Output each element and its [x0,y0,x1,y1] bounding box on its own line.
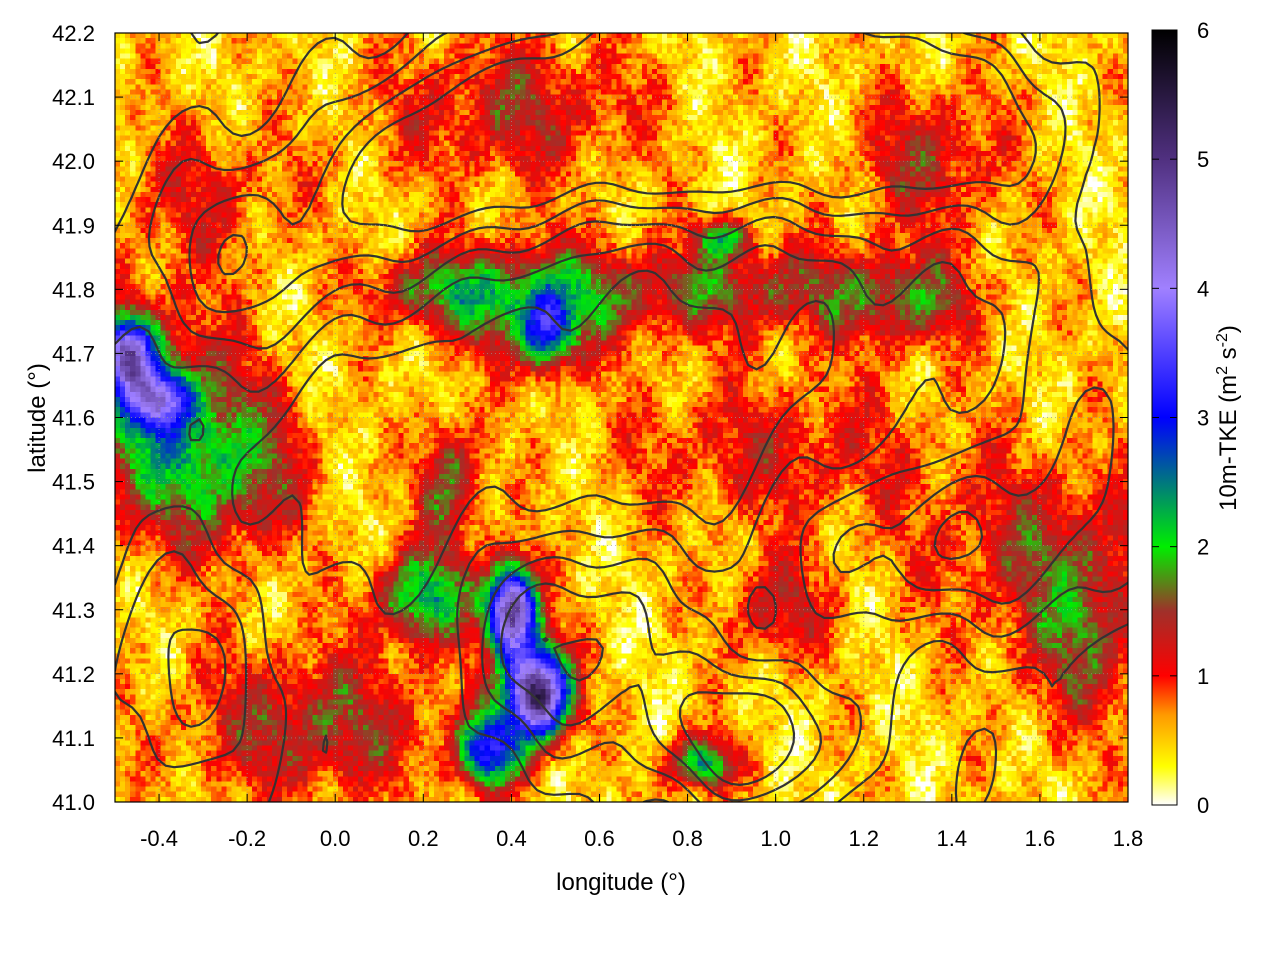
colorbar-tick-label: 0 [1197,793,1209,818]
y-tick-label: 41.6 [52,406,95,431]
contour-line-1 [115,33,1128,802]
x-axis-ticks: -0.4 -0.2 0.0 0.2 0.4 0.6 0.8 1.0 1.2 1.4 1.6 1.8 [140,33,1143,851]
contour-line-2 [115,33,1128,802]
terrain-contours [115,33,1128,802]
y-tick-label: 41.0 [52,790,95,815]
y-tick-label: 42.0 [52,149,95,174]
x-tick-label: -0.2 [228,826,266,851]
y-tick-label: 41.5 [52,470,95,495]
x-tick-label: -0.4 [140,826,178,851]
x-axis-label: longitude (°) [556,869,686,896]
y-tick-label: 42.1 [52,85,95,110]
x-tick-label: 1.2 [848,826,879,851]
x-tick-label: 0.8 [672,826,703,851]
colorbar-tick-label: 2 [1197,535,1209,560]
colorbar-tick-label: 5 [1197,147,1209,172]
x-tick-label: 1.4 [937,826,968,851]
y-tick-label: 41.8 [52,277,95,302]
x-tick-label: 0.2 [408,826,439,851]
contour-line-4 [217,33,1037,786]
y-tick-label: 41.9 [52,213,95,238]
contour-line-0 [188,33,998,802]
colorbar-tick-label: 4 [1197,276,1209,301]
y-tick-label: 41.4 [52,534,95,559]
x-tick-label: 0.4 [496,826,527,851]
colorbar-tick-label: 6 [1197,18,1209,43]
colorbar-label: 10m-TKE (m2 s-2) [1214,325,1242,511]
x-tick-label: 0.6 [584,826,615,851]
colorbar-ticks: 0 1 2 3 4 5 6 [1152,18,1209,818]
x-tick-label: 0.0 [320,826,351,851]
y-tick-label: 41.2 [52,662,95,687]
y-axis-label: latitude (°) [24,363,51,473]
y-axis-ticks: 41.0 41.1 41.2 41.3 41.4 41.5 41.6 41.7 41.8 41.9… [52,21,1128,815]
y-tick-label: 42.2 [52,21,95,46]
x-tick-label: 1.8 [1113,826,1144,851]
heatmap-image [115,33,1128,802]
y-tick-label: 41.7 [52,341,95,366]
contour-line-3 [167,33,1115,802]
colorbar-tick-label: 3 [1197,406,1209,431]
colorbar-tick-label: 1 [1197,664,1209,689]
y-tick-label: 41.3 [52,598,95,623]
x-tick-label: 1.0 [760,826,791,851]
x-tick-label: 1.6 [1025,826,1056,851]
y-tick-label: 41.1 [52,726,95,751]
